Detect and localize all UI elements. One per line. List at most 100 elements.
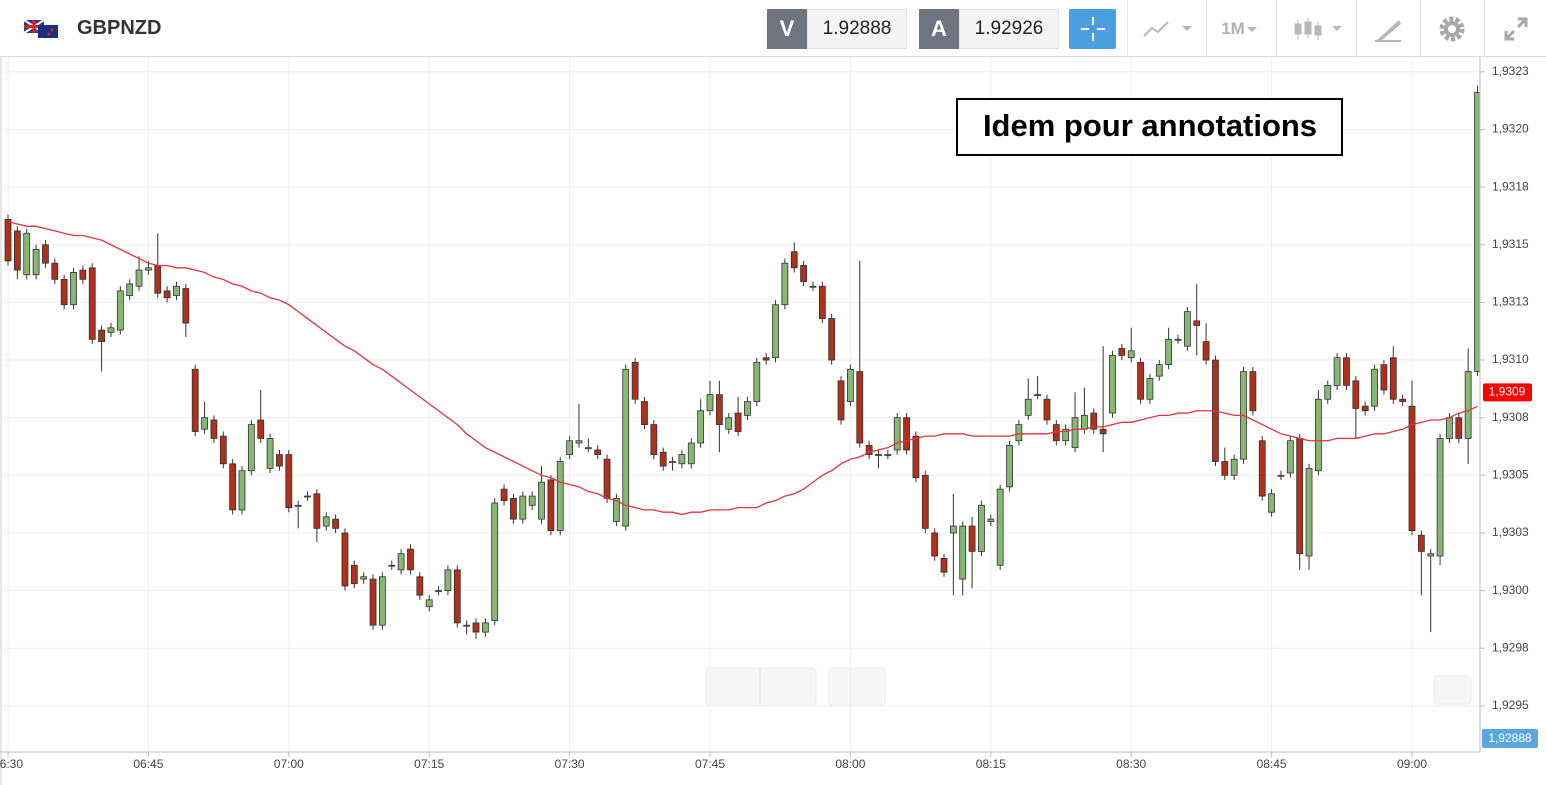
candle-body bbox=[163, 290, 171, 299]
candle-body bbox=[837, 380, 845, 421]
ask-price[interactable]: 1.92926 bbox=[959, 9, 1059, 49]
candle-body bbox=[1446, 417, 1453, 439]
candle-body bbox=[931, 532, 939, 557]
candle-body bbox=[472, 622, 480, 633]
candle-body bbox=[1417, 534, 1425, 552]
candle-body bbox=[266, 438, 274, 469]
timeframe[interactable]: 1M bbox=[1221, 19, 1245, 38]
y-tick-label: 1,9323 bbox=[1492, 64, 1529, 78]
candle-body bbox=[575, 440, 583, 444]
candle-body bbox=[687, 442, 695, 465]
candle-body bbox=[650, 424, 658, 455]
candle-body bbox=[425, 599, 433, 608]
candle-body bbox=[1352, 380, 1360, 409]
plot bbox=[4, 85, 1480, 640]
candle-body bbox=[1474, 92, 1480, 372]
candle-body bbox=[341, 532, 349, 587]
nav-button[interactable] bbox=[828, 667, 886, 706]
candle-body bbox=[744, 401, 751, 416]
plot-area bbox=[0, 57, 1480, 752]
candle-body bbox=[1221, 461, 1229, 476]
candle-body bbox=[809, 285, 817, 288]
bid-label[interactable]: V bbox=[767, 9, 807, 49]
bid-price[interactable]: 1.92888 bbox=[807, 9, 907, 49]
candle-body bbox=[547, 479, 555, 532]
candle-body bbox=[1324, 385, 1332, 400]
candle-body bbox=[1371, 368, 1378, 407]
candle-body bbox=[1118, 348, 1126, 356]
candle-body bbox=[893, 417, 901, 451]
candle-body bbox=[510, 497, 517, 520]
candle-body bbox=[1109, 355, 1116, 414]
fullscreen-button[interactable] bbox=[1494, 9, 1538, 49]
candle-body bbox=[1071, 417, 1079, 449]
candle-body bbox=[734, 412, 742, 432]
candle-body bbox=[949, 525, 957, 534]
candle-body bbox=[594, 449, 602, 455]
candle-body bbox=[107, 327, 115, 333]
crosshair-button[interactable] bbox=[1069, 9, 1116, 49]
candle-body bbox=[603, 458, 611, 499]
candle-body bbox=[1249, 371, 1257, 412]
candle-body bbox=[444, 569, 452, 592]
candle-body bbox=[116, 290, 124, 331]
candle-body bbox=[631, 361, 639, 400]
candle-body bbox=[1024, 398, 1032, 416]
candle-body bbox=[144, 267, 152, 271]
x-tick-label: 07:45 bbox=[695, 757, 725, 771]
x-tick-label: 09:00 bbox=[1397, 757, 1427, 771]
candle-body bbox=[1099, 428, 1107, 435]
timeframe-button[interactable]: 1M bbox=[1212, 9, 1268, 49]
y-tick-label: 1,9300 bbox=[1492, 583, 1529, 597]
candles-button[interactable] bbox=[1288, 9, 1348, 49]
draw-button[interactable] bbox=[1366, 9, 1410, 49]
candle-body bbox=[238, 470, 246, 511]
x-tick-label: 07:30 bbox=[555, 757, 585, 771]
candle-body bbox=[70, 272, 77, 306]
candle-body bbox=[613, 497, 620, 522]
candle-body bbox=[584, 447, 592, 450]
candle-body bbox=[1258, 440, 1266, 497]
candle-body bbox=[1043, 398, 1051, 421]
candle-body bbox=[23, 232, 31, 276]
last-price-label: 1,9309 bbox=[1489, 384, 1526, 398]
candle-body bbox=[1427, 553, 1435, 557]
bid-tag-bg bbox=[1482, 729, 1538, 748]
candle-body bbox=[1146, 378, 1154, 400]
ask-label[interactable]: A bbox=[919, 9, 959, 49]
candle-body bbox=[847, 368, 854, 402]
candle-body bbox=[1408, 405, 1416, 532]
candle-body bbox=[1436, 438, 1444, 557]
candle-body bbox=[940, 557, 948, 573]
candle-body bbox=[388, 564, 396, 567]
candle-body bbox=[1343, 357, 1350, 386]
nav-button[interactable] bbox=[1433, 675, 1472, 705]
chart-type-button[interactable] bbox=[1138, 9, 1198, 49]
candle-body bbox=[360, 576, 368, 580]
candle-body bbox=[1389, 357, 1397, 400]
candle-body bbox=[790, 251, 798, 269]
candle-body bbox=[1006, 444, 1013, 488]
settings-button[interactable] bbox=[1430, 9, 1474, 49]
flag-icon bbox=[24, 20, 58, 38]
candle-body bbox=[1193, 320, 1201, 326]
nav-button[interactable] bbox=[705, 667, 817, 706]
candle-body bbox=[566, 440, 573, 455]
candle-body bbox=[285, 454, 293, 509]
candle-body bbox=[397, 553, 405, 571]
candle-body bbox=[1015, 424, 1023, 442]
candle-body bbox=[762, 357, 770, 361]
candle-body bbox=[1090, 412, 1098, 430]
candle-body bbox=[294, 504, 302, 507]
candle-body bbox=[322, 516, 330, 527]
candle-body bbox=[1380, 364, 1388, 391]
candle-body bbox=[276, 454, 283, 467]
y-tick-label: 1,9305 bbox=[1492, 467, 1529, 481]
candle-body bbox=[13, 230, 21, 271]
y-tick-label: 1,9320 bbox=[1492, 122, 1529, 136]
candle-body bbox=[1155, 364, 1163, 377]
y-tick-label: 1,9310 bbox=[1492, 352, 1529, 366]
candle-body bbox=[463, 624, 471, 627]
candle-body bbox=[856, 371, 864, 444]
